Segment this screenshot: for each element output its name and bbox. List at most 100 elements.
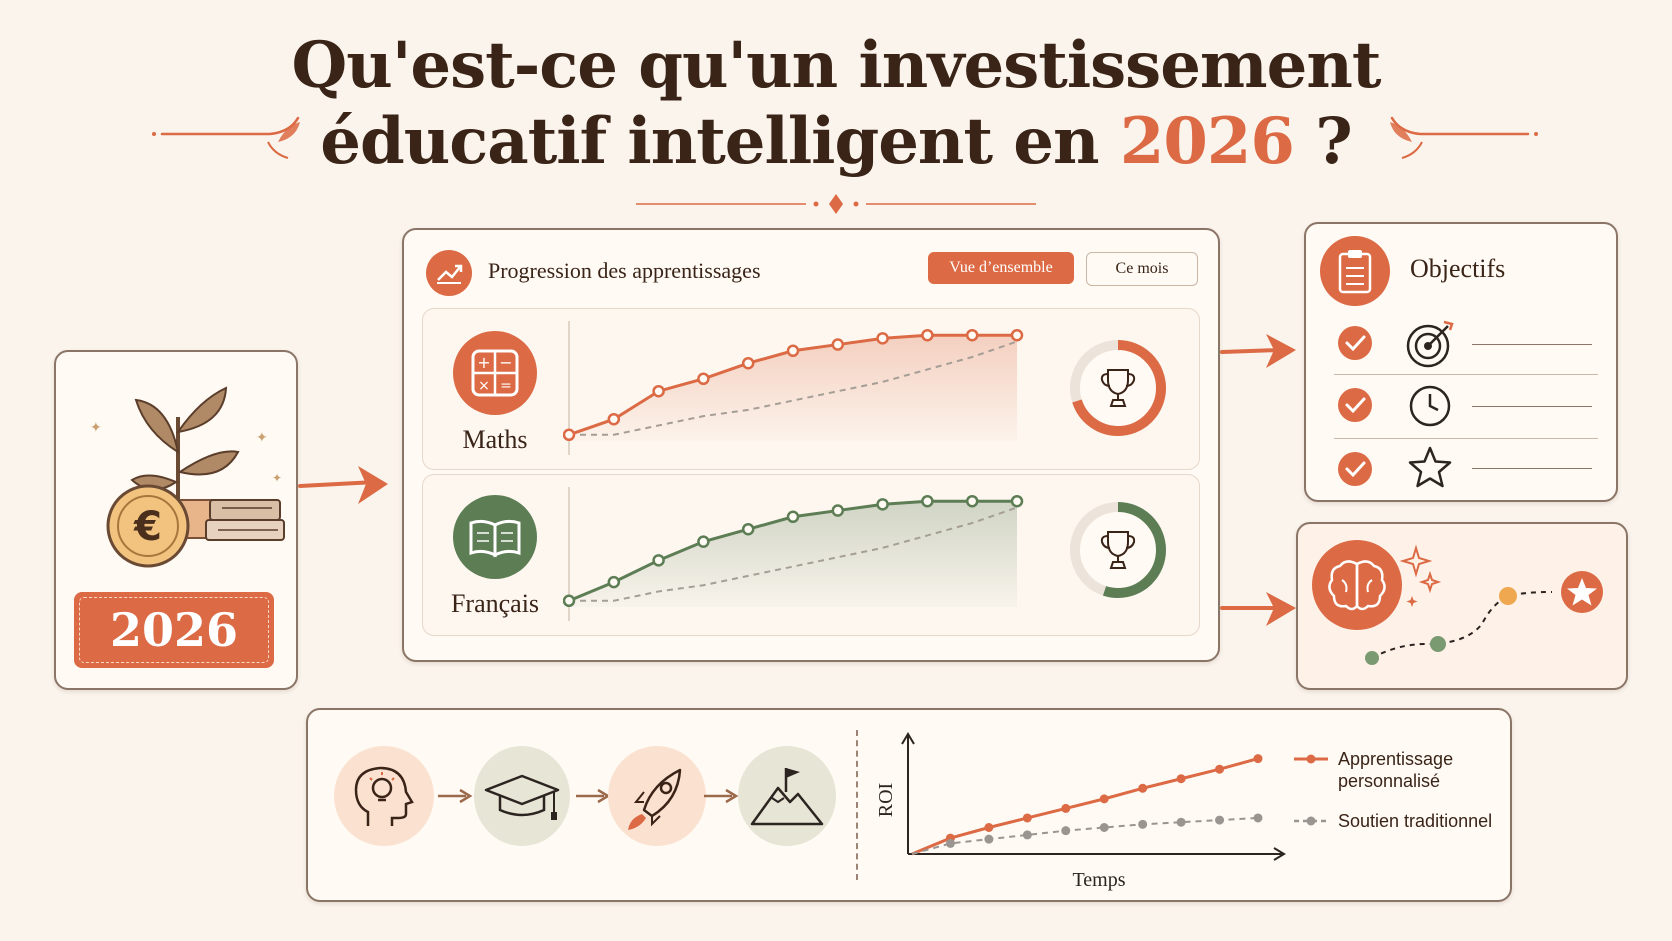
roi-series-line [911,757,1259,856]
roi-legend: Apprentissage personnalisé Soutien tradi… [1292,748,1502,866]
roi-point [1176,817,1186,827]
chart-point [786,510,800,524]
legend-label-traditionnel: Soutien traditionnel [1338,811,1493,831]
roi-point [1215,764,1225,774]
roi-point [1253,754,1263,764]
chart-point [652,384,665,398]
sparkle-icon [1399,544,1442,607]
legend-item-personnalise: Apprentissage personnalisé [1292,748,1502,804]
objective-divider [1334,374,1598,375]
chart-point [965,494,979,508]
chart-area [569,335,1017,441]
roi-point [1215,815,1225,825]
chart-point [921,328,934,342]
title-line-1: Qu'est-ce qu'un investissement [291,28,1382,103]
title-divider-ornament-icon [636,194,1036,214]
chart-point [741,522,755,536]
progress-title: Progression des apprentissages [488,258,761,283]
roi-chart: ROI Temps [875,732,1286,891]
graduation-cap-icon [474,746,570,846]
chart-area [569,501,1017,607]
chart-point [741,356,755,370]
target-icon [1406,320,1454,368]
legend-swatch-dashed [1294,816,1328,826]
objective-item [1306,374,1616,438]
svg-text:+: + [477,353,490,372]
clipboard-icon [1320,236,1390,306]
clock-icon [1409,385,1451,427]
brain-icon [1312,540,1402,630]
subject-name-francais: Français [450,589,540,618]
legend-swatch-solid [1294,754,1328,764]
ring-progress [1070,340,1166,436]
euro-coin-icon: € [106,484,190,568]
chart-point [876,498,889,511]
chart-point [607,412,621,426]
chart-point [965,328,979,342]
year-label: 2026 [109,603,239,657]
objective-item [1306,310,1616,374]
roi-point [1061,826,1071,836]
tab-vue-ensemble[interactable]: Vue d’ensemble [928,252,1074,284]
y-axis-label: ROI [875,783,897,817]
roi-panel: ROI Temps Apprentissage personnalisé Sout… [306,708,1512,902]
year-badge: 2026 [74,592,274,668]
svg-text:✦: ✦ [272,471,282,485]
growth-path-card [1296,522,1628,690]
roi-point [984,823,994,832]
check-icon[interactable] [1338,452,1372,486]
title-year: 2026 [1119,104,1295,179]
title-line-2-suffix: ? [1293,104,1352,179]
svg-text:✦: ✦ [90,421,102,436]
trophy-icon [1100,531,1136,569]
head-lightbulb-icon [334,746,434,846]
roi-point [1099,794,1109,804]
chart-point [831,504,845,517]
book-icon [453,495,537,579]
roi-point [1022,830,1032,840]
tab-ce-mois[interactable]: Ce mois [1086,252,1198,286]
svg-text:=: = [500,378,512,394]
books-icon [205,499,285,541]
x-axis-label: Temps [1072,869,1125,891]
ring-progress [1070,502,1166,598]
roi-point [1176,774,1186,784]
objective-line [1472,468,1592,469]
y-axis-arrow [901,732,915,745]
chart-point [786,344,800,358]
chart-point [607,575,621,589]
francais-progress-chart [563,487,1024,621]
page-title: Qu'est-ce qu'un investissement éducatif … [0,28,1672,180]
svg-text:−: − [499,353,512,372]
step-arrow-icon [438,788,473,804]
right-laurel-ornament-icon [1390,116,1538,159]
check-icon[interactable] [1338,326,1372,360]
chart-point [563,428,576,442]
roi-series-line [911,816,1259,855]
trophy-icon [1100,369,1136,407]
chart-point [697,535,710,548]
trend-icon [426,250,472,296]
mountain-flag-icon [738,746,836,846]
roi-point [1138,819,1148,829]
calculator-icon: + − × = [453,331,537,415]
objective-line [1472,406,1592,407]
check-icon[interactable] [1338,388,1372,422]
maths-progress-chart [563,321,1024,455]
svg-text:€: € [133,504,162,550]
subject-row-francais: Français [422,474,1200,636]
svg-text:×: × [478,378,490,394]
panel-divider [856,730,858,880]
subject-row-maths: + − × = Maths [422,308,1200,470]
roi-point [1099,823,1109,832]
roi-point [1022,813,1032,823]
subject-name-maths: Maths [462,425,528,454]
chart-point [563,594,576,608]
roi-point [945,838,955,848]
roi-point [1253,813,1263,823]
chart-point [1010,494,1024,508]
roi-point [984,834,994,844]
title-line-2: éducatif intelligent en 2026 ? [0,104,1672,180]
svg-text:✦: ✦ [256,431,268,446]
maths-trophy-ring [1070,340,1166,436]
